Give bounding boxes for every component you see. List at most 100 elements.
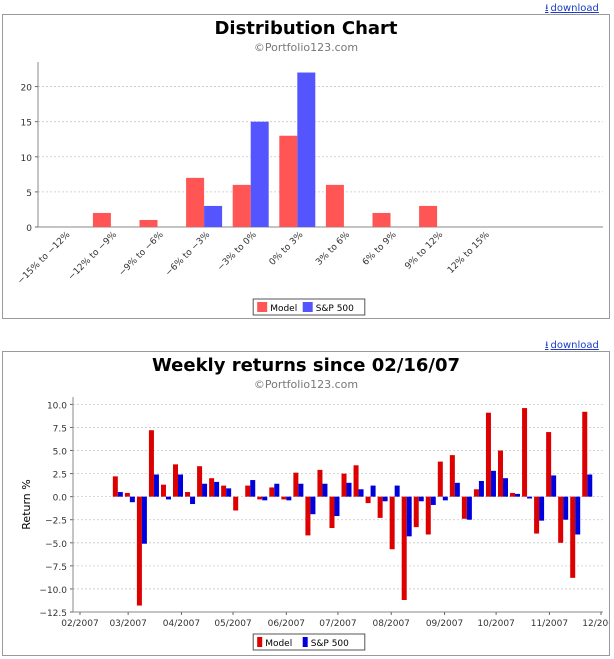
bar-model — [329, 496, 335, 529]
bar-sp500 — [297, 72, 316, 227]
bar-model — [419, 205, 438, 227]
bar-model — [401, 496, 407, 601]
bar-sp500 — [322, 483, 328, 497]
bar-sp500 — [527, 496, 533, 499]
download-label: download — [550, 340, 599, 351]
bar-model — [425, 496, 431, 535]
bar-model — [546, 432, 552, 497]
bar-model — [473, 489, 479, 497]
weekly-returns-chart-plot: −12.5 −10.0 −7.5 −5.0 −2.5 0.0 2.5 5.0 7.5 10.0 Re… — [20, 397, 609, 651]
bar-sp500 — [250, 480, 256, 497]
bar-sp500 — [370, 485, 376, 497]
legend-box — [252, 633, 366, 651]
legend-label-1: S&P 500 — [311, 639, 349, 649]
bar-model — [92, 212, 111, 227]
bar-sp500 — [334, 496, 340, 517]
x-tick-label: 02/2007 — [61, 619, 98, 629]
bar-model — [522, 408, 528, 497]
bar-sp500 — [551, 475, 557, 497]
y-tick-label: −5.0 — [45, 540, 67, 550]
x-tick-label: 6% to 9% — [361, 230, 399, 268]
bar-sp500 — [563, 496, 569, 520]
bar-sp500 — [430, 496, 436, 505]
download-link-weekly[interactable]: ⭳ download — [545, 338, 599, 355]
bar-sp500 — [141, 496, 147, 544]
x-tick-label: 12/2007 — [582, 619, 609, 629]
bar-model — [341, 473, 347, 497]
bar-model — [365, 496, 371, 504]
download-link-distribution[interactable]: ⭳ download — [545, 1, 599, 18]
chart-subtitle: ©Portfolio123.com — [253, 41, 359, 54]
y-tick-label: 15 — [21, 119, 32, 129]
y-tick-label: 5 — [26, 189, 32, 199]
bar-sp500 — [515, 493, 521, 497]
bar-model — [257, 496, 263, 500]
y-tick-label: 7.5 — [53, 424, 67, 434]
x-tick-label: 05/2007 — [214, 619, 251, 629]
bar-sp500 — [262, 496, 268, 501]
bar-sp500 — [442, 496, 448, 501]
bar-sp500 — [358, 489, 364, 497]
x-tick-label: −3% to 0% — [216, 230, 259, 273]
bar-model — [124, 492, 130, 497]
legend-label-0: Model — [270, 304, 297, 314]
bar-model — [372, 212, 391, 227]
bar-sp500 — [153, 474, 159, 497]
bar-sp500 — [165, 496, 171, 500]
bar-model — [570, 496, 576, 578]
bar-model — [148, 430, 154, 497]
bar-model — [139, 219, 158, 227]
distribution-chart-plot: 0 5 10 15 20 −15% to −12%−12% to −9%−9% to −6… — [16, 62, 603, 316]
bar-model — [325, 184, 344, 227]
bar-model — [281, 496, 287, 500]
bar-sp500 — [190, 496, 196, 505]
legend-label-0: Model — [265, 639, 292, 649]
bar-sp500 — [310, 496, 316, 515]
bar-model — [437, 461, 443, 497]
chart-title: Distribution Chart — [214, 18, 398, 39]
bar-sp500 — [298, 483, 304, 497]
bar-model — [582, 411, 588, 497]
bar-sp500 — [406, 496, 412, 537]
bar-sp500 — [418, 496, 424, 502]
bar-sp500 — [466, 496, 472, 520]
bar-model — [232, 184, 251, 227]
bar-sp500 — [575, 496, 581, 535]
y-tick-label: −7.5 — [45, 563, 67, 573]
download-arrow-icon: ⭳ — [545, 3, 549, 14]
bar-model — [197, 466, 203, 497]
bar-model — [185, 492, 191, 497]
legend-swatch-0 — [257, 302, 268, 312]
download-arrow-icon: ⭳ — [545, 340, 549, 351]
bar-sp500 — [454, 482, 460, 497]
bar-model — [233, 496, 239, 511]
y-tick-label: 5.0 — [53, 448, 68, 458]
bar-sp500 — [587, 474, 593, 497]
bar-model — [136, 496, 142, 606]
x-tick-label: 0% to 3% — [268, 230, 306, 268]
legend-swatch-0 — [257, 637, 263, 647]
y-tick-label: 10 — [21, 154, 33, 164]
x-tick-label: 06/2007 — [268, 619, 305, 629]
y-tick-label: 0 — [26, 224, 32, 234]
x-tick-label: −15% to −12% — [16, 230, 73, 287]
bar-model — [389, 496, 395, 550]
x-tick-label: 04/2007 — [163, 619, 200, 629]
bar-model — [186, 177, 205, 227]
x-tick-label: 03/2007 — [109, 619, 146, 629]
bar-model — [269, 487, 275, 497]
bar-model — [449, 455, 455, 497]
bar-model — [221, 485, 227, 497]
distribution-chart-panel: Distribution Chart ©Portfolio123.com 0 5 1… — [2, 14, 610, 319]
download-label: download — [550, 3, 599, 14]
bar-model — [293, 472, 299, 497]
weekly-returns-chart-panel: Weekly returns since 02/16/07 ©Portfolio… — [2, 351, 610, 656]
bar-model — [160, 484, 166, 497]
bar-sp500 — [539, 496, 545, 521]
bar-model — [305, 496, 311, 536]
x-tick-label: −12% to −9% — [67, 230, 120, 283]
bar-sp500 — [250, 121, 269, 227]
bar-model — [173, 464, 179, 497]
bar-model — [510, 492, 516, 497]
y-tick-label: −2.5 — [45, 517, 67, 527]
